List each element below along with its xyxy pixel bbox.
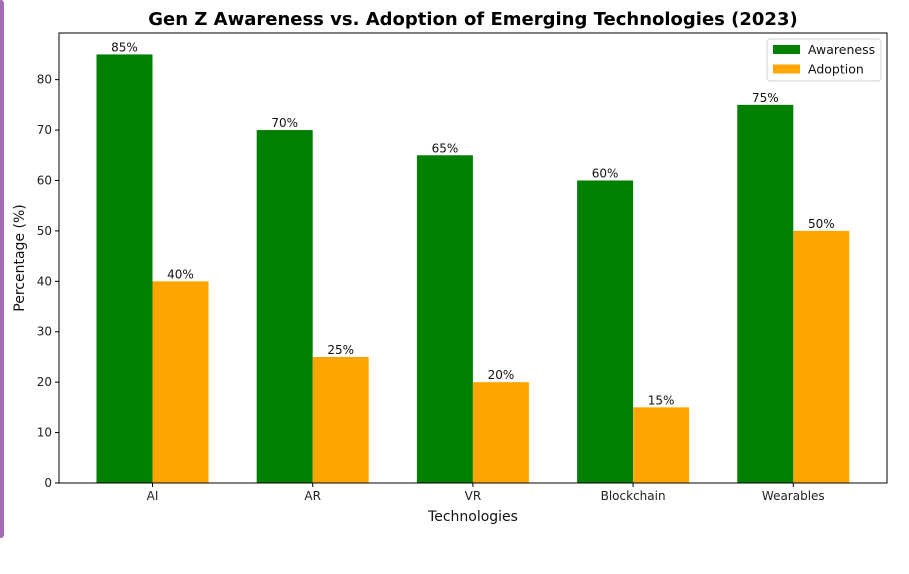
y-tick-label: 50 — [37, 224, 52, 238]
left-accent-bar — [0, 0, 4, 538]
data-label-adoption-wearables: 50% — [808, 217, 835, 231]
y-tick-label: 70 — [37, 123, 52, 137]
bar-adoption-blockchain — [633, 407, 690, 483]
x-tick-label: Blockchain — [601, 489, 666, 503]
y-tick-label: 60 — [37, 173, 52, 187]
bar-adoption-ai — [152, 281, 209, 483]
y-tick-label: 20 — [37, 375, 52, 389]
x-tick-label: AR — [304, 489, 321, 503]
data-label-awareness-wearables: 75% — [752, 91, 779, 105]
y-tick-label: 30 — [37, 325, 52, 339]
x-axis: AI AR VR Blockchain Wearables — [147, 483, 825, 503]
y-tick-label: 80 — [37, 73, 52, 87]
bar-awareness-ar — [256, 130, 313, 483]
bar-adoption-ar — [312, 356, 369, 483]
x-axis-title: Technologies — [427, 509, 518, 525]
x-tick-label: AI — [147, 489, 159, 503]
legend-swatch-adoption — [773, 64, 800, 74]
plot-frame — [58, 32, 888, 484]
data-label-adoption-ai: 40% — [167, 267, 194, 281]
y-tick-label: 40 — [37, 274, 52, 288]
bar-adoption-wearables — [793, 230, 850, 483]
x-tick-label: Wearables — [762, 489, 825, 503]
bar-awareness-blockchain — [577, 180, 634, 483]
y-axis-title: Percentage (%) — [12, 204, 28, 311]
data-label-awareness-blockchain: 60% — [592, 166, 619, 180]
y-axis: 0 10 20 30 40 50 60 70 80 — [37, 73, 59, 490]
data-label-awareness-ar: 70% — [271, 116, 298, 130]
data-label-awareness-vr: 65% — [432, 141, 459, 155]
chart-title: Gen Z Awareness vs. Adoption of Emerging… — [148, 9, 797, 30]
data-label-adoption-vr: 20% — [488, 368, 515, 382]
legend-label-adoption: Adoption — [808, 62, 864, 77]
bar-awareness-vr — [416, 155, 473, 483]
data-label-adoption-blockchain: 15% — [648, 393, 675, 407]
legend: Awareness Adoption — [766, 38, 882, 82]
legend-swatch-awareness — [773, 45, 800, 54]
bar-awareness-ai — [96, 54, 153, 484]
bars-group — [96, 54, 850, 484]
data-labels-group: 85% 40% 70% 25% 65% 20% 60% 15% 75% 50% — [111, 40, 834, 407]
y-tick-label: 0 — [44, 476, 52, 490]
x-tick-label: VR — [465, 489, 482, 503]
data-label-adoption-ar: 25% — [327, 343, 354, 357]
data-label-awareness-ai: 85% — [111, 40, 138, 54]
y-tick-label: 10 — [37, 426, 52, 440]
bar-awareness-wearables — [737, 104, 794, 483]
legend-label-awareness: Awareness — [808, 42, 875, 57]
bar-adoption-vr — [472, 382, 529, 483]
